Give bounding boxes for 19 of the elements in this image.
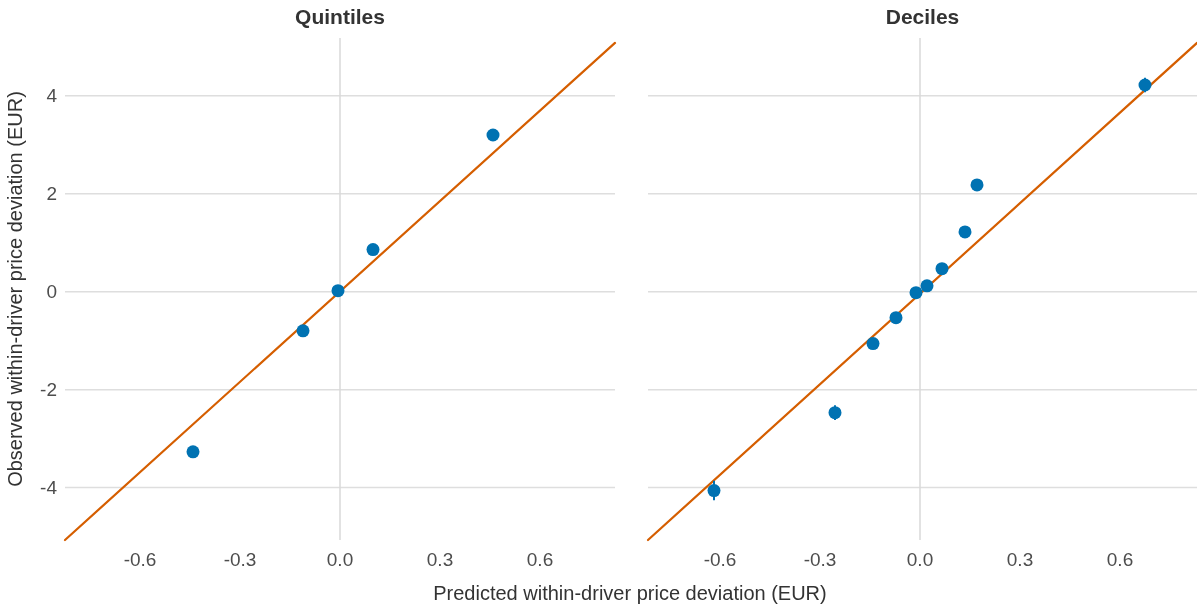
chart-title: Quintiles [295, 5, 385, 28]
y-tick-label: 0 [46, 281, 57, 303]
y-tick-label: -4 [40, 477, 58, 499]
x-tick-label: 0.3 [426, 549, 454, 570]
x-axis-title: Predicted within-driver price deviation (EUR) [433, 582, 827, 604]
y-tick-label: 2 [46, 183, 57, 205]
x-tick-label: 0.3 [1006, 549, 1034, 570]
y-tick-label: -2 [40, 379, 57, 401]
x-tick-label: -0.6 [123, 549, 157, 570]
x-tick-label: -0.3 [223, 549, 257, 570]
x-tick-label: 0.6 [526, 549, 554, 570]
x-tick-label: -0.3 [803, 549, 837, 570]
y-axis-title: Observed within-driver price deviation (EUR) [4, 91, 26, 487]
x-tick-label: 0.0 [906, 549, 934, 570]
x-tick-label: 0.6 [1106, 549, 1134, 570]
x-tick-label: -0.6 [703, 549, 737, 570]
x-tick-label: 0.0 [326, 549, 354, 570]
chart-title: Deciles [885, 5, 960, 28]
y-tick-label: 4 [46, 85, 58, 107]
